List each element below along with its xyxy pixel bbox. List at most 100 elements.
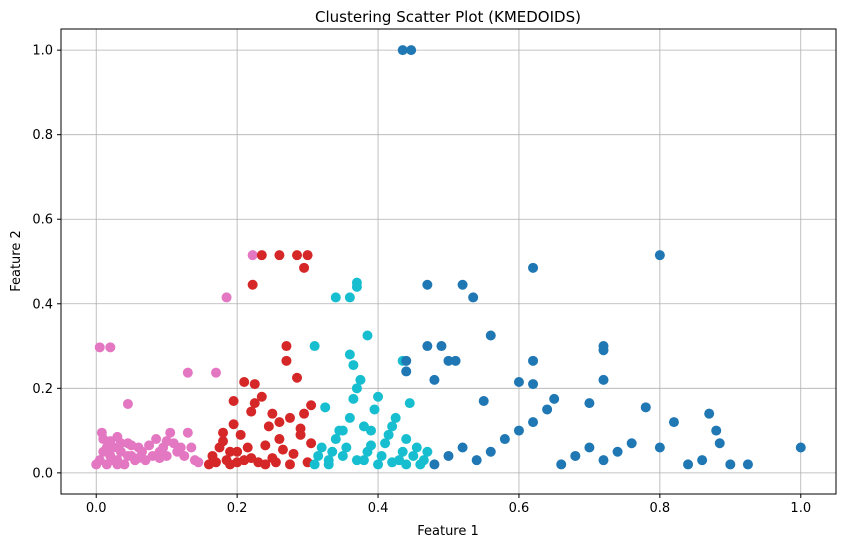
- data-point-cluster-3: [401, 366, 412, 377]
- data-point-cluster-1: [284, 412, 295, 423]
- data-point-cluster-1: [218, 427, 229, 438]
- data-point-cluster-1: [239, 455, 250, 466]
- data-point-cluster-3: [654, 250, 665, 261]
- data-point-cluster-1: [247, 279, 258, 290]
- data-point-cluster-3: [626, 438, 637, 449]
- data-point-cluster-2: [404, 398, 415, 409]
- data-point-cluster-2: [309, 459, 320, 470]
- y-tick-label: 0.0: [32, 466, 53, 481]
- data-point-cluster-2: [401, 434, 412, 445]
- data-point-cluster-2: [327, 446, 338, 457]
- data-point-cluster-2: [316, 442, 327, 453]
- data-point-cluster-0: [94, 342, 105, 353]
- data-point-cluster-3: [795, 442, 806, 453]
- data-point-cluster-1: [232, 446, 243, 457]
- data-point-cluster-1: [288, 448, 299, 459]
- data-point-cluster-2: [344, 349, 355, 360]
- data-point-cluster-1: [281, 355, 292, 366]
- data-point-cluster-1: [218, 436, 229, 447]
- x-tick-label: 0.2: [227, 501, 248, 516]
- data-point-cluster-2: [362, 330, 373, 341]
- data-point-cluster-1: [295, 429, 306, 440]
- data-point-cluster-2: [351, 455, 362, 466]
- plot-frame: [60, 28, 837, 495]
- data-point-cluster-3: [397, 45, 408, 56]
- ticks: 0.0 0.2 0.4 0.6 0.8 1.0 0.0 0.2 0.4 0.6 0.8 1.0: [32, 44, 811, 516]
- data-point-cluster-2: [366, 440, 376, 451]
- data-point-cluster-2: [341, 442, 352, 453]
- data-point-cluster-1: [225, 446, 236, 457]
- data-point-cluster-0: [119, 459, 130, 470]
- data-point-cluster-1: [246, 406, 257, 417]
- data-point-cluster-3: [598, 374, 609, 385]
- y-tick-label: 0.6: [32, 213, 53, 228]
- y-axis-label: Feature 2: [9, 230, 24, 292]
- data-point-cluster-2: [348, 393, 359, 404]
- x-tick-label: 0.0: [86, 501, 107, 516]
- data-point-cluster-3: [443, 355, 454, 366]
- data-point-cluster-1: [211, 457, 221, 468]
- data-point-cluster-2: [418, 455, 429, 466]
- data-point-cluster-0: [144, 440, 155, 451]
- data-point-cluster-0: [165, 427, 176, 438]
- data-point-cluster-3: [406, 45, 417, 56]
- data-point-cluster-2: [351, 277, 362, 288]
- data-point-cluster-0: [161, 436, 172, 447]
- x-tick-label: 0.6: [509, 501, 530, 516]
- data-point-cluster-2: [313, 450, 324, 461]
- data-point-cluster-2: [376, 450, 387, 461]
- data-point-cluster-1: [256, 391, 267, 402]
- data-point-cluster-3: [584, 442, 595, 453]
- data-point-cluster-1: [277, 444, 288, 455]
- data-point-cluster-3: [457, 279, 468, 290]
- data-point-cluster-2: [387, 457, 398, 468]
- data-point-cluster-1: [260, 459, 271, 470]
- data-point-cluster-3: [468, 292, 479, 303]
- data-point-cluster-3: [528, 355, 539, 366]
- data-point-cluster-2: [383, 429, 394, 440]
- data-point-cluster-3: [471, 455, 482, 466]
- data-point-cluster-1: [284, 459, 295, 470]
- data-point-cluster-3: [513, 376, 524, 387]
- data-point-cluster-3: [584, 398, 595, 409]
- data-point-cluster-3: [598, 345, 609, 356]
- data-point-cluster-2: [309, 341, 320, 352]
- data-point-cluster-1: [256, 250, 267, 261]
- data-point-cluster-1: [302, 250, 313, 261]
- data-point-cluster-3: [742, 459, 753, 470]
- data-point-cluster-0: [154, 453, 165, 464]
- data-point-cluster-1: [263, 421, 274, 432]
- data-point-cluster-1: [235, 429, 246, 440]
- data-point-cluster-0: [182, 427, 193, 438]
- data-point-cluster-0: [122, 450, 133, 461]
- y-tick-label: 1.0: [32, 44, 53, 59]
- x-tick-label: 0.4: [368, 501, 389, 516]
- data-point-cluster-3: [549, 393, 560, 404]
- data-point-cluster-1: [306, 438, 317, 449]
- data-point-cluster-3: [570, 450, 581, 461]
- data-point-cluster-3: [528, 262, 539, 273]
- data-point-cluster-2: [380, 438, 391, 449]
- data-point-cluster-1: [270, 457, 281, 468]
- data-point-cluster-3: [457, 442, 468, 453]
- data-point-cluster-2: [330, 434, 341, 445]
- data-point-cluster-2: [369, 404, 380, 415]
- chart-title: Clustering Scatter Plot (KMEDOIDS): [315, 8, 581, 26]
- data-point-cluster-2: [358, 421, 369, 432]
- data-point-cluster-3: [528, 379, 539, 390]
- data-point-cluster-2: [408, 450, 419, 461]
- data-point-cluster-1: [228, 396, 239, 406]
- data-point-cluster-0: [151, 434, 162, 445]
- data-point-cluster-0: [122, 398, 133, 409]
- data-points: [91, 45, 806, 470]
- x-tick-label: 1.0: [790, 501, 811, 516]
- data-point-cluster-2: [348, 360, 359, 371]
- x-axis-label: Feature 1: [417, 524, 479, 539]
- x-tick-label: 0.8: [650, 501, 671, 516]
- y-tick-label: 0.4: [32, 297, 53, 312]
- data-point-cluster-1: [281, 341, 292, 352]
- data-point-cluster-2: [344, 412, 355, 423]
- data-point-cluster-1: [249, 379, 260, 390]
- data-point-cluster-1: [260, 440, 271, 451]
